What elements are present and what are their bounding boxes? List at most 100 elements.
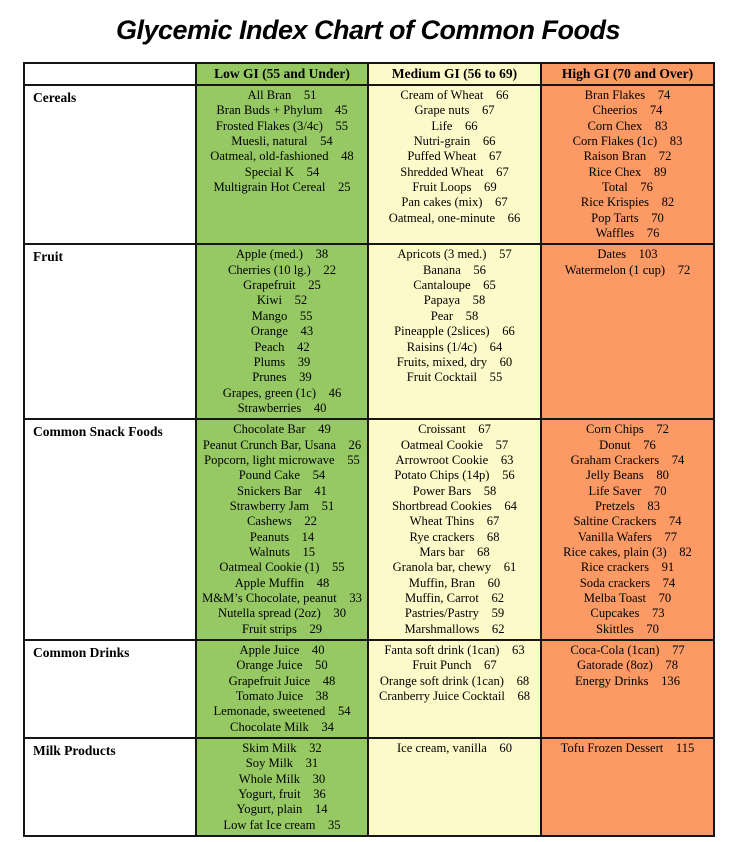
food-item: Pretzels 83 xyxy=(594,498,661,513)
food-item: Plums 39 xyxy=(253,354,311,369)
food-item: Dates 103 xyxy=(597,247,658,262)
food-item: Apple (med.) 38 xyxy=(235,247,329,262)
food-item: Gatorade (8oz) 78 xyxy=(576,658,679,673)
food-item: Frosted Flakes (3/4c) 55 xyxy=(215,118,349,133)
food-item: Apple Juice 40 xyxy=(239,643,325,658)
category-label-cereals: Cereals xyxy=(23,83,197,246)
food-item: Rice crackers 91 xyxy=(580,560,675,575)
food-item: Energy Drinks 136 xyxy=(574,673,681,688)
food-item: Corn Chips 72 xyxy=(586,422,669,437)
food-item: M&M’s Chocolate, peanut 33 xyxy=(202,591,362,605)
table-header: Low GI (55 and Under) Medium GI (56 to 6… xyxy=(23,62,715,86)
food-item: Skim Milk 32 xyxy=(242,741,322,756)
food-item: Puffed Wheat 67 xyxy=(407,149,502,164)
food-item: Multigrain Hot Cereal 25 xyxy=(213,180,351,195)
food-item: Fruit strips 29 xyxy=(241,621,323,636)
cell-cereals-high-gi: Bran Flakes 74 Cheerios 74 Corn Chex 83 Cor… xyxy=(540,83,715,246)
food-item: Orange 43 xyxy=(250,324,314,339)
food-item: Pineapple (2slices) 66 xyxy=(394,324,515,339)
food-item: Peanuts 14 xyxy=(249,529,315,544)
food-item: Yogurt, fruit 36 xyxy=(238,787,326,802)
food-item: Total 76 xyxy=(602,180,653,195)
food-item: Corn Chex 83 xyxy=(587,118,668,133)
table-row-milk-products: Milk Products Skim Milk 32 Soy Milk 31 Whol… xyxy=(23,737,715,838)
glycemic-index-table: Low GI (55 and Under) Medium GI (56 to 6… xyxy=(23,62,715,838)
food-item: Orange soft drink (1can) 68 xyxy=(379,673,530,688)
food-item: Arrowroot Cookie 63 xyxy=(395,452,514,467)
food-item: Popcorn, light microwave 55 xyxy=(204,452,360,467)
column-header-medium-gi: Medium GI (56 to 69) xyxy=(367,62,542,86)
food-item: Fruit Loops 69 xyxy=(412,180,497,195)
food-item: Muffin, Carrot 62 xyxy=(404,591,505,605)
cell-milk-products-medium-gi: Ice cream, vanilla 60 xyxy=(367,737,542,838)
food-item: Fruit Cocktail 55 xyxy=(406,370,503,385)
food-item: Whole Milk 30 xyxy=(238,771,326,786)
food-item: Grapes, green (1c) 46 xyxy=(222,385,342,400)
table-row-common-drinks: Common Drinks Apple Juice 40 Orange Juice … xyxy=(23,639,715,740)
food-item: Nutri-grain 66 xyxy=(413,134,496,149)
table-row-cereals: Cereals All Bran 51 Bran Buds + Phylum 45 F… xyxy=(23,83,715,246)
food-item: Muffin, Bran 60 xyxy=(408,575,501,590)
table-body: Cereals All Bran 51 Bran Buds + Phylum 45 F… xyxy=(23,83,715,838)
food-item: Oatmeal Cookie (1) 55 xyxy=(219,560,345,575)
food-item: Jelly Beans 80 xyxy=(586,468,669,483)
cell-milk-products-high-gi: Tofu Frozen Dessert 115 xyxy=(540,737,715,838)
food-item: Oatmeal, old-fashioned 48 xyxy=(210,149,354,164)
food-item: Low fat Ice cream 35 xyxy=(223,817,341,832)
food-item: Rice cakes, plain (3) 82 xyxy=(563,544,692,559)
food-item: Walnuts 15 xyxy=(248,544,316,559)
food-item: Donut 76 xyxy=(599,437,656,452)
food-item: Power Bars 58 xyxy=(412,483,497,498)
food-item: Cantaloupe 65 xyxy=(413,278,496,293)
food-item: Ice cream, vanilla 60 xyxy=(396,741,513,756)
food-item: Soy Milk 31 xyxy=(245,756,319,771)
food-item: Pound Cake 54 xyxy=(238,468,326,483)
food-item: Bran Flakes 74 xyxy=(584,88,671,102)
food-item: Coca-Cola (1can) 77 xyxy=(570,643,685,658)
category-label-milk-products: Milk Products xyxy=(23,737,197,838)
cell-cereals-low-gi: All Bran 51 Bran Buds + Phylum 45 Frosted … xyxy=(195,83,369,246)
food-item: Saltine Crackers 74 xyxy=(573,514,682,529)
food-item: Tofu Frozen Dessert 115 xyxy=(560,741,695,756)
food-item: Soda crackers 74 xyxy=(579,575,676,590)
food-item: Grape nuts 67 xyxy=(414,103,495,118)
food-item: Wheat Thins 67 xyxy=(409,514,500,529)
food-item: Strawberry Jam 51 xyxy=(229,498,335,513)
category-label-common-snack-foods: Common Snack Foods xyxy=(23,418,197,642)
food-item: Cashews 22 xyxy=(247,514,317,529)
food-item: Graham Crackers 74 xyxy=(570,452,685,467)
cell-fruit-medium-gi: Apricots (3 med.) 57 Banana 56 Cantaloupe … xyxy=(367,243,542,421)
cell-common-snack-foods-high-gi: Corn Chips 72 Donut 76 Graham Crackers 74 J… xyxy=(540,418,715,642)
food-item: Rice Chex 89 xyxy=(588,164,667,179)
food-item: Cheerios 74 xyxy=(592,103,663,118)
food-item: Fruit Punch 67 xyxy=(412,658,497,673)
food-item: Watermelon (1 cup) 72 xyxy=(564,262,691,277)
food-item: Corn Flakes (1c) 83 xyxy=(572,134,683,149)
food-item: Muesli, natural 54 xyxy=(231,134,333,149)
column-header-low-gi: Low GI (55 and Under) xyxy=(195,62,369,86)
food-item: Fanta soft drink (1can) 63 xyxy=(384,643,525,658)
food-item: Peanut Crunch Bar, Usana 26 xyxy=(202,437,362,452)
food-item: Papaya 58 xyxy=(423,293,486,308)
page-title: Glycemic Index Chart of Common Foods xyxy=(115,15,621,45)
food-item: All Bran 51 xyxy=(247,88,317,102)
food-item: Granola bar, chewy 61 xyxy=(392,560,517,575)
food-item: Chocolate Bar 49 xyxy=(233,422,331,437)
food-item: Yogurt, plain 14 xyxy=(236,802,328,817)
food-item: Shredded Wheat 67 xyxy=(400,164,509,179)
cell-common-drinks-medium-gi: Fanta soft drink (1can) 63 Fruit Punch 67… xyxy=(367,639,542,740)
food-item: Pop Tarts 70 xyxy=(591,210,664,225)
food-item: Nutella spread (2oz) 30 xyxy=(218,606,346,621)
food-item: Cranberry Juice Cocktail 68 xyxy=(378,689,531,704)
food-item: Rye crackers 68 xyxy=(409,529,500,544)
food-item: Tomato Juice 38 xyxy=(235,689,329,704)
table-row-common-snack-foods: Common Snack Foods Chocolate Bar 49 Peanut… xyxy=(23,418,715,642)
food-item: Bran Buds + Phylum 45 xyxy=(216,103,348,118)
food-item: Vanilla Wafers 77 xyxy=(577,529,678,544)
food-item: Croissant 67 xyxy=(418,422,491,437)
food-item: Raisins (1/4c) 64 xyxy=(406,339,503,354)
cell-cereals-medium-gi: Cream of Wheat 66 Grape nuts 67 Life 66 Nut… xyxy=(367,83,542,246)
food-item: Special K 54 xyxy=(244,164,320,179)
food-item: Apricots (3 med.) 57 xyxy=(397,247,512,262)
food-item: Pan cakes (mix) 67 xyxy=(401,195,508,210)
